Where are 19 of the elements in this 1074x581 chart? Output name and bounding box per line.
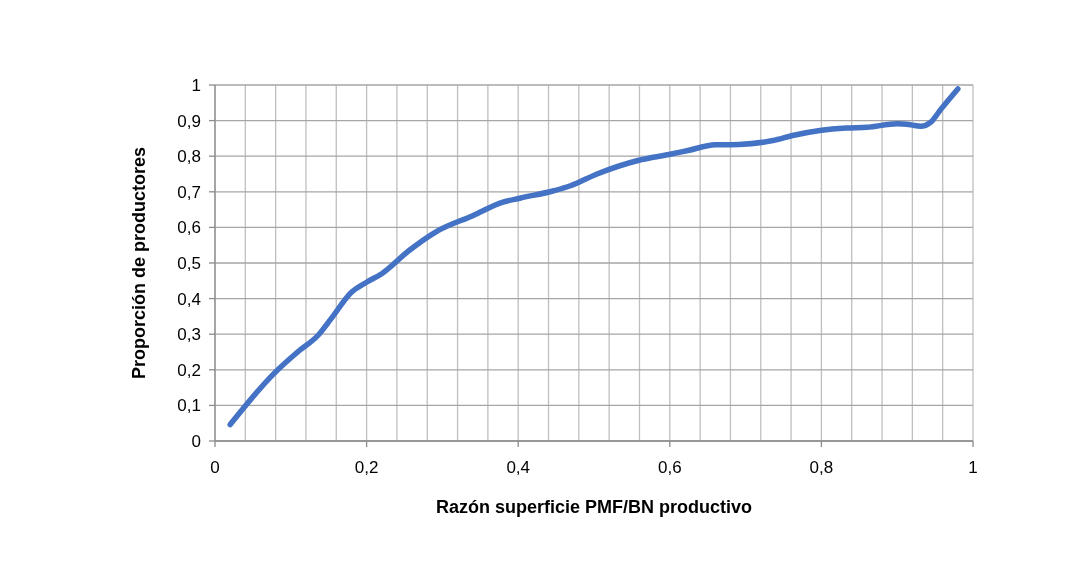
x-tick-label: 0,6 <box>657 458 682 477</box>
y-tick-label: 0,3 <box>177 325 201 345</box>
x-tick-label: 0,2 <box>354 458 379 477</box>
x-tick-label: 1 <box>968 458 978 477</box>
y-axis-title: Proporción de productores <box>129 146 149 380</box>
x-tick-label: 0,8 <box>809 458 834 477</box>
x-tick-label: 0,4 <box>506 458 531 477</box>
x-tick-label: 0 <box>210 458 220 477</box>
y-tick-label: 0,8 <box>177 147 201 167</box>
y-tick-label: 0,9 <box>177 111 201 131</box>
y-tick-label: 0 <box>191 431 201 451</box>
y-tick-label: 0,1 <box>177 396 201 416</box>
y-tick-label: 0,7 <box>177 182 201 202</box>
y-tick-label: 0,4 <box>177 289 201 309</box>
y-tick-label: 0,6 <box>177 218 201 238</box>
y-tick-label: 1 <box>191 75 201 95</box>
y-tick-label: 0,2 <box>177 360 201 380</box>
x-axis-title: Razón superficie PMF/BN productivo <box>435 497 753 517</box>
y-tick-label: 0,5 <box>177 253 201 273</box>
